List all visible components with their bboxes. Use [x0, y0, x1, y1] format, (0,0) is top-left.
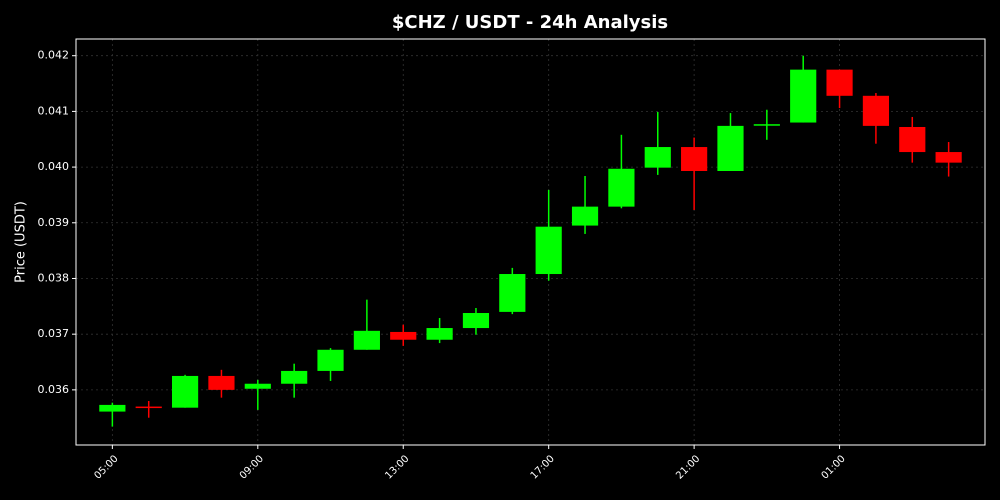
candle-body — [426, 328, 453, 340]
candle-body — [99, 404, 126, 412]
candle-body — [717, 125, 744, 171]
candle-body — [935, 152, 962, 163]
candle-body — [681, 147, 708, 171]
y-tick-label: 0.042 — [38, 49, 70, 62]
candle-body — [571, 206, 599, 226]
candle-body — [535, 226, 562, 275]
y-axis-label: Price (USDT) — [14, 201, 29, 283]
candle-body — [499, 274, 526, 312]
y-tick-label: 0.036 — [38, 383, 70, 396]
candle-body — [171, 375, 199, 408]
chart-title: $CHZ / USDT - 24h Analysis — [392, 12, 668, 33]
plot-frame — [75, 38, 986, 446]
candle-body — [790, 69, 817, 123]
candle-body — [862, 95, 890, 126]
y-tick-label: 0.037 — [38, 327, 70, 340]
candle-body — [826, 69, 853, 96]
candle-body — [244, 383, 271, 389]
y-tick-label: 0.038 — [38, 271, 70, 284]
candle-body — [899, 126, 926, 153]
candle-body — [281, 370, 308, 384]
candle-body — [135, 406, 162, 409]
candle-body — [462, 313, 490, 329]
y-tick-label: 0.039 — [38, 216, 70, 229]
candle-body — [317, 349, 344, 371]
candle-body — [644, 147, 671, 168]
candle-body — [390, 331, 417, 340]
candle-body — [753, 124, 780, 126]
candle-body — [208, 375, 235, 390]
y-tick-label: 0.040 — [38, 160, 70, 173]
candle-body — [353, 330, 380, 350]
y-tick-label: 0.041 — [38, 104, 70, 117]
candle-body — [608, 168, 635, 207]
